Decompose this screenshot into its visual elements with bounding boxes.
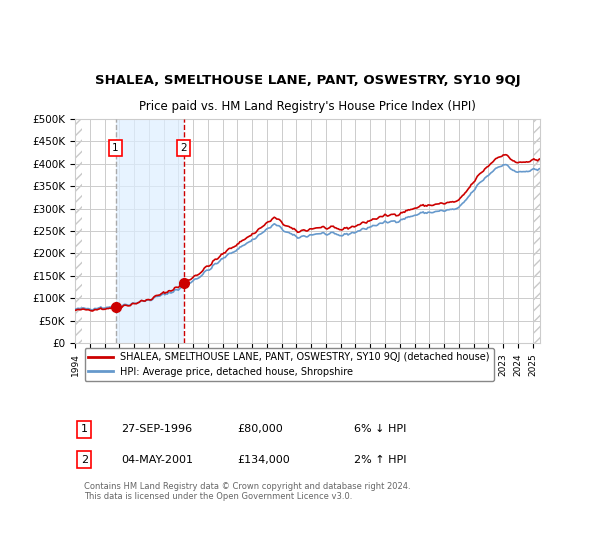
- Bar: [533, 119, 540, 343]
- Text: 6% ↓ HPI: 6% ↓ HPI: [354, 424, 406, 435]
- Text: 2: 2: [81, 455, 88, 465]
- Text: SHALEA, SMELTHOUSE LANE, PANT, OSWESTRY, SY10 9QJ: SHALEA, SMELTHOUSE LANE, PANT, OSWESTRY,…: [95, 73, 520, 87]
- Legend: SHALEA, SMELTHOUSE LANE, PANT, OSWESTRY, SY10 9QJ (detached house), HPI: Average: SHALEA, SMELTHOUSE LANE, PANT, OSWESTRY,…: [85, 348, 494, 381]
- Text: £80,000: £80,000: [238, 424, 284, 435]
- Text: £134,000: £134,000: [238, 455, 290, 465]
- Text: 1: 1: [81, 424, 88, 435]
- Text: Price paid vs. HM Land Registry's House Price Index (HPI): Price paid vs. HM Land Registry's House …: [139, 100, 476, 113]
- Text: 2: 2: [180, 143, 187, 153]
- Bar: [75, 119, 82, 343]
- Text: 04-MAY-2001: 04-MAY-2001: [121, 455, 193, 465]
- Text: Contains HM Land Registry data © Crown copyright and database right 2024.
This d: Contains HM Land Registry data © Crown c…: [84, 482, 411, 501]
- Text: 1: 1: [112, 143, 119, 153]
- Bar: [116, 119, 184, 343]
- Text: 2% ↑ HPI: 2% ↑ HPI: [354, 455, 407, 465]
- Text: 27-SEP-1996: 27-SEP-1996: [121, 424, 193, 435]
